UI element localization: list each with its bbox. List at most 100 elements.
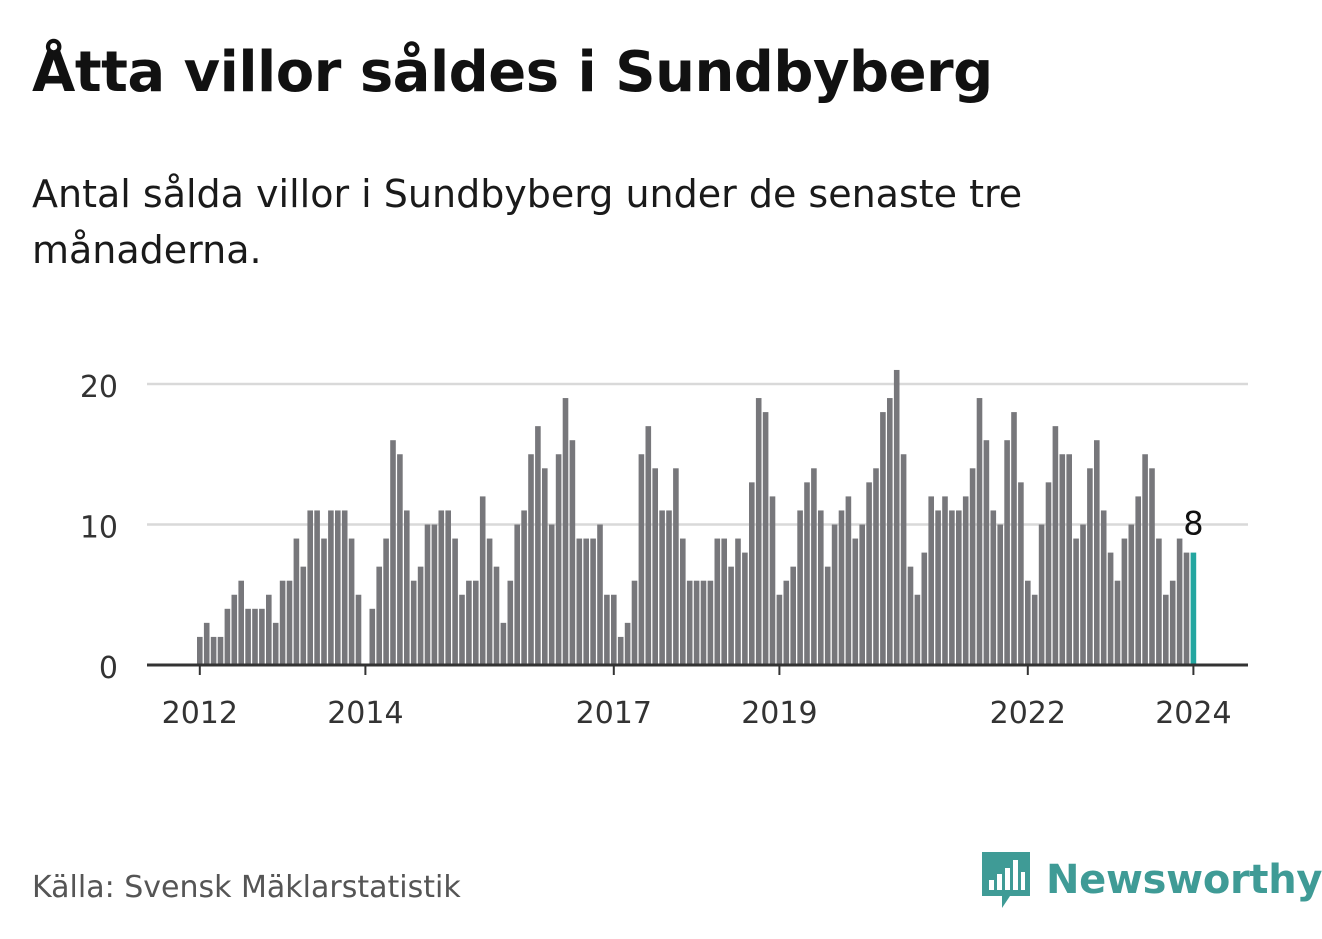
bar: [928, 496, 934, 665]
bar: [1135, 496, 1141, 665]
bar: [969, 468, 976, 665]
brand-name: Newsworthy: [1046, 857, 1322, 903]
bar: [659, 510, 665, 665]
bar: [266, 594, 272, 665]
bar: [1080, 524, 1086, 665]
x-tick-label: 2017: [576, 696, 652, 731]
bar: [638, 454, 645, 665]
x-tick-label: 2024: [1155, 696, 1231, 731]
bar: [203, 622, 210, 665]
bar: [714, 538, 721, 665]
bar: [666, 510, 672, 665]
bar: [576, 538, 583, 665]
bar: [1052, 426, 1059, 665]
bar: [769, 496, 776, 665]
bar: [410, 580, 417, 665]
bar: [686, 580, 693, 665]
bar: [852, 538, 859, 665]
bar: [1169, 580, 1176, 665]
bar: [1128, 524, 1135, 665]
bar: [845, 496, 852, 665]
bar: [1163, 594, 1169, 665]
bar: [604, 594, 610, 665]
bar: [479, 496, 486, 665]
bar: [473, 580, 479, 665]
bar: [866, 482, 872, 665]
x-tick-label: 2012: [162, 696, 238, 731]
bar: [521, 510, 527, 665]
bar: [1073, 538, 1079, 665]
bar: [507, 580, 514, 665]
bar: [383, 538, 389, 665]
bar: [548, 524, 555, 665]
bar: [1107, 552, 1114, 665]
bar: [535, 426, 541, 665]
bar: [790, 566, 796, 665]
bar: [314, 510, 320, 665]
bar: [1038, 524, 1045, 665]
bar: [1066, 454, 1072, 665]
bar-chart: 0 10 20 2012 2014 2017 2019 2022 2024 8: [80, 369, 1248, 731]
bar: [900, 454, 907, 665]
bar: [1176, 538, 1183, 665]
bar: [873, 468, 879, 665]
bar: [1045, 482, 1052, 665]
bar: [1025, 580, 1031, 665]
bar: [500, 622, 507, 665]
bar: [238, 580, 244, 665]
bar: [1018, 482, 1024, 665]
bar: [397, 454, 403, 665]
bar: [880, 412, 886, 665]
bar: [721, 538, 727, 665]
bar: [445, 510, 451, 665]
bar: [1087, 468, 1093, 665]
bar: [390, 440, 396, 665]
bar: [811, 468, 817, 665]
bar: [252, 608, 258, 665]
bar: [1149, 468, 1155, 665]
bar: [893, 369, 900, 665]
bar: [783, 580, 790, 665]
bar: [369, 608, 376, 665]
bar: [197, 636, 203, 665]
bar: [742, 552, 748, 665]
bar: [224, 608, 231, 665]
bar: [907, 566, 914, 665]
bar: [431, 524, 438, 665]
bar: [1004, 440, 1010, 665]
bar: [286, 580, 293, 665]
bar: [417, 566, 424, 665]
bar: [528, 454, 534, 665]
bar: [804, 482, 810, 665]
bar: [231, 594, 238, 665]
bar: [797, 510, 803, 665]
bar: [466, 580, 472, 665]
bar: [824, 566, 831, 665]
y-tick-label: 10: [80, 511, 118, 546]
bar: [514, 524, 520, 665]
bar: [245, 608, 251, 665]
bar: [590, 538, 596, 665]
bar: [328, 510, 334, 665]
bar: [355, 594, 362, 665]
bar: [962, 496, 969, 665]
bar: [569, 440, 576, 665]
bar: [887, 398, 893, 665]
bar: [341, 510, 348, 665]
bar: [293, 538, 300, 665]
bar: [493, 566, 500, 665]
y-tick-label: 20: [80, 370, 118, 405]
bar: [611, 594, 617, 665]
bar: [976, 398, 983, 665]
bar: [859, 524, 865, 665]
bar: [673, 468, 679, 665]
bar: [693, 580, 700, 665]
bar: [983, 440, 990, 665]
bar: [300, 566, 307, 665]
bar: [728, 566, 734, 665]
bar: [645, 426, 652, 665]
bar: [321, 538, 327, 665]
bar: [631, 580, 638, 665]
bar: [838, 510, 845, 665]
bar: [335, 510, 341, 665]
